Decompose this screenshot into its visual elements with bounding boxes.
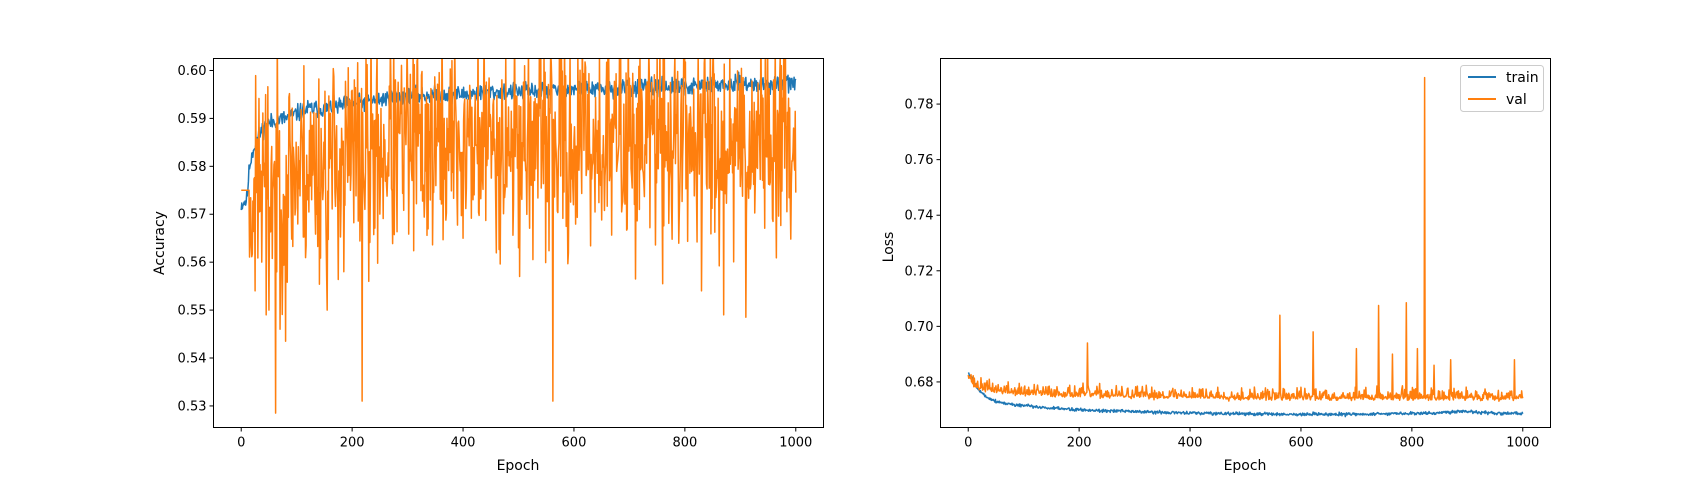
accuracy-axes-frame	[213, 58, 824, 428]
accuracy-y-ticks: 0.53 0.54 0.55 0.56 0.57 0.58 0.59 0.60	[178, 64, 214, 414]
loss-y-axis-label: Loss	[881, 232, 897, 263]
loss-y-tick-label: 0.68	[905, 375, 934, 390]
loss-y-tick-label: 0.76	[905, 153, 934, 168]
accuracy-x-tick-label: 600	[562, 436, 587, 451]
loss-legend: train val	[1460, 65, 1544, 112]
accuracy-y-tick-label: 0.59	[178, 112, 207, 127]
loss-x-axis-label: Epoch	[1224, 458, 1267, 474]
accuracy-x-ticks: 0 200 400 600 800 1000	[237, 427, 812, 451]
loss-val-line	[967, 76, 1524, 402]
accuracy-x-axis-label: Epoch	[497, 458, 540, 474]
accuracy-y-tick-label: 0.56	[178, 256, 207, 271]
accuracy-x-tick-label: 1000	[779, 436, 812, 451]
loss-x-tick-label: 800	[1399, 436, 1424, 451]
loss-x-tick-label: 200	[1067, 436, 1092, 451]
loss-y-ticks: 0.68 0.70 0.72 0.74 0.76 0.78	[905, 98, 941, 390]
accuracy-x-tick-label: 0	[237, 436, 245, 451]
accuracy-y-tick-label: 0.54	[178, 352, 207, 367]
loss-y-tick-label: 0.70	[905, 320, 934, 335]
accuracy-chart: 0 200 400 600 800 1000 0.530.540.550.560.570.…	[152, 58, 824, 474]
loss-x-ticks: 0 200 400 600 800 1000	[964, 427, 1539, 451]
accuracy-series-orange-line	[241, 58, 797, 414]
loss-x-tick-label: 600	[1289, 436, 1314, 451]
loss-x-tick-label: 1000	[1506, 436, 1539, 451]
loss-chart: 0 200 400 600 800 1000 0.680.700.720.740.760.…	[881, 58, 1551, 474]
accuracy-x-tick-label: 200	[340, 436, 365, 451]
accuracy-y-tick-label: 0.53	[178, 399, 207, 414]
accuracy-x-tick-label: 800	[672, 436, 697, 451]
accuracy-y-tick-label: 0.60	[178, 64, 207, 79]
loss-train-line	[967, 372, 1524, 418]
accuracy-y-tick-label: 0.58	[178, 160, 207, 175]
accuracy-y-axis-label: Accuracy	[152, 211, 168, 275]
accuracy-series-layer	[240, 58, 797, 414]
accuracy-y-tick-label: 0.55	[178, 304, 207, 319]
loss-axes-frame	[940, 58, 1551, 428]
accuracy-y-tick-label: 0.57	[178, 208, 207, 223]
loss-series-layer	[967, 76, 1524, 418]
loss-y-tick-label: 0.78	[905, 98, 934, 113]
legend-train-label: train	[1506, 70, 1539, 86]
accuracy-x-tick-label: 400	[451, 436, 476, 451]
loss-y-tick-label: 0.74	[905, 209, 934, 224]
loss-x-tick-label: 400	[1178, 436, 1203, 451]
legend-val-label: val	[1506, 92, 1527, 108]
loss-x-tick-label: 0	[964, 436, 972, 451]
loss-y-tick-label: 0.72	[905, 264, 934, 279]
